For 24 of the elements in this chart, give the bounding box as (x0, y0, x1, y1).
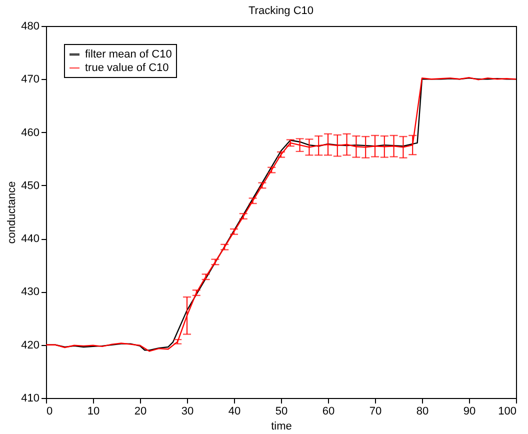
y-axis-title: conductance (6, 181, 18, 244)
y-tick-label: 410 (21, 392, 40, 404)
x-axis-title: time (271, 420, 292, 432)
x-tick-label: 40 (228, 406, 241, 418)
x-tick-label: 10 (87, 406, 100, 418)
x-tick-label: 100 (498, 406, 516, 418)
x-tick-label: 20 (134, 406, 147, 418)
y-tick-label: 480 (21, 20, 40, 32)
x-tick-label: 70 (369, 406, 382, 418)
y-tick-label: 430 (21, 286, 40, 298)
x-tick-label: 0 (46, 406, 53, 418)
x-tick-label: 80 (416, 406, 429, 418)
y-tick-label: 420 (21, 339, 40, 352)
legend-label: filter mean of C10 (85, 48, 172, 60)
y-tick-label: 460 (21, 126, 40, 139)
x-tick-label: 90 (463, 406, 476, 418)
y-tick-label: 450 (21, 180, 40, 192)
chart-title: Tracking C10 (248, 5, 314, 17)
x-tick-label: 60 (322, 406, 335, 418)
y-tick-label: 440 (21, 233, 40, 246)
legend-label: true value of C10 (85, 62, 169, 74)
y-tick-label: 470 (21, 74, 40, 86)
x-tick-label: 50 (275, 406, 288, 418)
x-tick-label: 30 (181, 406, 194, 418)
